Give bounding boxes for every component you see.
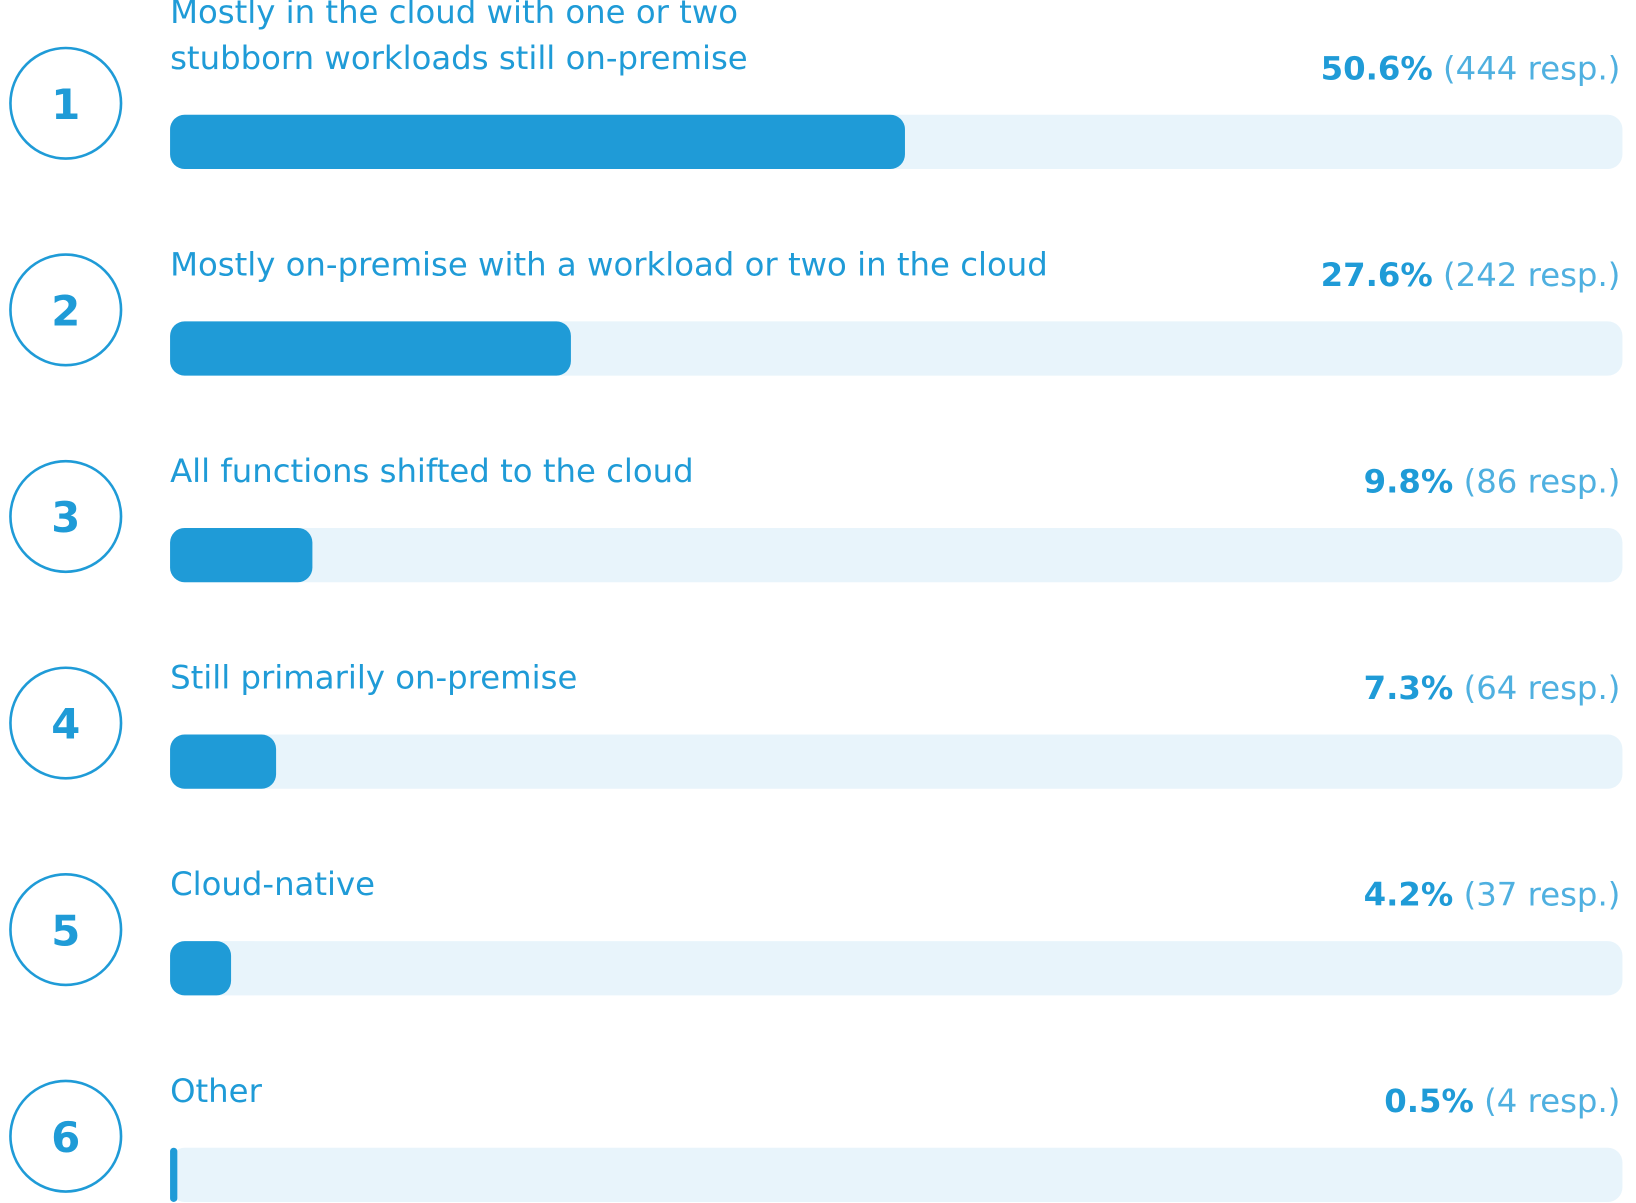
category-label: Still primarily on-premise bbox=[170, 659, 577, 697]
value-label-group: 9.8% (86 resp.) bbox=[1364, 462, 1621, 500]
value-label: 9.8% bbox=[1364, 462, 1454, 500]
category-label: Mostly in the cloud with one or two stubb… bbox=[170, 0, 748, 77]
response-label: (4 resp.) bbox=[1484, 1082, 1620, 1120]
bar bbox=[170, 941, 232, 996]
value-label-group: 0.5% (4 resp.) bbox=[1384, 1082, 1620, 1120]
rank-number: 3 bbox=[51, 493, 80, 542]
value-label: 4.2% bbox=[1364, 876, 1454, 914]
value-label: 0.5% bbox=[1384, 1082, 1474, 1120]
response-label: (444 resp.) bbox=[1443, 49, 1620, 87]
bar-track bbox=[170, 1147, 1623, 1202]
response-label: (37 resp.) bbox=[1464, 876, 1621, 914]
bar bbox=[170, 321, 571, 376]
rank-number: 4 bbox=[51, 700, 80, 749]
rank-circle bbox=[9, 666, 123, 780]
rank-circle bbox=[9, 459, 123, 574]
rank-circle bbox=[9, 1079, 123, 1193]
value-label: 50.6% bbox=[1321, 49, 1433, 87]
rank-circle bbox=[9, 253, 123, 367]
category-label: All functions shifted to the cloud bbox=[170, 452, 694, 490]
category-label: Cloud-native bbox=[170, 865, 375, 903]
value-label-group: 4.2% (37 resp.) bbox=[1364, 876, 1621, 914]
rank-circle bbox=[9, 873, 123, 987]
value-label: 27.6% bbox=[1321, 256, 1433, 294]
rank-number: 1 bbox=[51, 80, 80, 129]
category-label: Other bbox=[170, 1072, 262, 1110]
bar bbox=[170, 734, 277, 789]
bar bbox=[170, 1147, 178, 1202]
rank-number: 5 bbox=[51, 906, 80, 955]
rank-number: 2 bbox=[51, 287, 80, 336]
value-label: 7.3% bbox=[1364, 669, 1454, 707]
response-label: (242 resp.) bbox=[1443, 256, 1620, 294]
bar-track bbox=[170, 941, 1623, 996]
rank-circle bbox=[9, 46, 123, 160]
bar bbox=[170, 527, 313, 583]
bar-track bbox=[170, 734, 1623, 789]
category-label: Mostly on-premise with a workload or two… bbox=[170, 245, 1048, 283]
value-label-group: 50.6% (444 resp.) bbox=[1321, 49, 1621, 87]
value-label-group: 7.3% (64 resp.) bbox=[1364, 669, 1621, 707]
rank-number: 6 bbox=[51, 1113, 80, 1162]
bar-track bbox=[170, 527, 1623, 583]
response-label: (64 resp.) bbox=[1464, 669, 1621, 707]
value-label-group: 27.6% (242 resp.) bbox=[1321, 256, 1621, 294]
bar bbox=[170, 114, 905, 170]
response-label: (86 resp.) bbox=[1464, 462, 1621, 500]
